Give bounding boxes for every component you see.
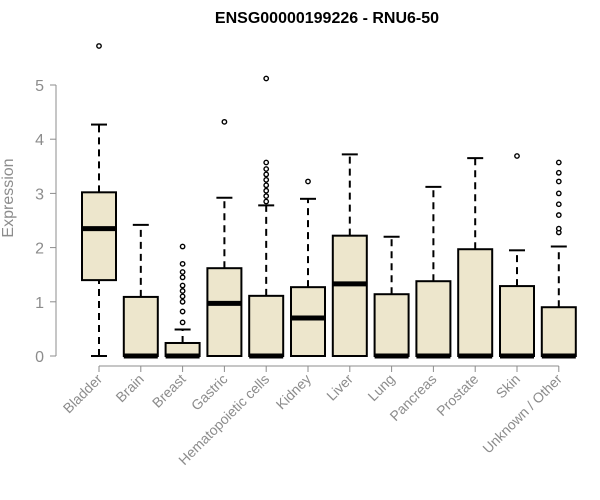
boxplot-series: [81, 43, 577, 359]
x-tick-label: Skin: [493, 371, 524, 402]
y-tick-label: 1: [35, 295, 44, 312]
y-tick-label: 4: [35, 132, 44, 149]
x-tick-label: Unknown / Other: [479, 371, 565, 457]
outlier-point: [179, 319, 186, 326]
y-axis-label: Expression: [0, 158, 17, 237]
outlier-point: [555, 190, 562, 197]
x-tick-label: Prostate: [433, 371, 481, 419]
box-body: [499, 285, 535, 357]
outlier-point: [179, 288, 186, 294]
outlier-point: [179, 282, 186, 289]
box-pancreas: [415, 185, 452, 359]
x-tick-label: Breast: [149, 371, 189, 411]
outlier-point: [263, 182, 270, 189]
outlier-point: [179, 269, 186, 275]
outlier-point: [96, 43, 102, 49]
box-gastric: [206, 118, 243, 358]
box-body: [415, 280, 452, 358]
outlier-point: [263, 198, 270, 205]
box-unknown-other: [540, 159, 577, 359]
box-body: [331, 234, 368, 357]
y-tick-label: 5: [35, 78, 44, 95]
y-tick-label: 0: [35, 349, 44, 366]
box-bladder: [81, 43, 117, 357]
y-tick-label: 3: [35, 186, 44, 203]
outlier-point: [263, 75, 270, 82]
outlier-point: [179, 274, 186, 281]
box-body: [122, 295, 159, 357]
y-tick-label: 2: [35, 241, 44, 258]
outlier-point: [555, 225, 562, 232]
box-body: [206, 267, 243, 358]
outlier-point: [263, 176, 270, 183]
outlier-point: [263, 171, 270, 178]
outlier-point: [555, 169, 562, 176]
x-tick-label: Lung: [364, 371, 397, 404]
outlier-point: [555, 212, 562, 218]
outlier-point: [179, 260, 186, 267]
outlier-point: [263, 159, 270, 166]
box-prostate: [457, 157, 494, 359]
x-tick-label: Bladder: [60, 371, 106, 417]
outlier-point: [179, 243, 186, 250]
outlier-point: [514, 153, 520, 159]
outlier-point: [263, 193, 270, 200]
outlier-point: [179, 308, 186, 315]
box-body: [540, 306, 577, 357]
chart-title: ENSG00000199226 - RNU6-50: [215, 10, 439, 27]
y-axis: 0 1 2 3 4 5: [35, 78, 57, 366]
outlier-point: [179, 298, 186, 305]
x-tick-label: Brain: [112, 371, 146, 405]
outlier-point: [221, 118, 228, 125]
x-tick-label: Kidney: [273, 371, 315, 413]
outlier-point: [263, 166, 270, 172]
box-lung: [373, 235, 410, 359]
box-liver: [331, 153, 368, 357]
box-body: [373, 293, 410, 358]
box-breast: [164, 243, 201, 359]
outlier-point: [555, 178, 562, 185]
outlier-point: [263, 187, 270, 194]
box-body: [248, 294, 285, 358]
outlier-point: [555, 201, 562, 208]
box-body: [457, 248, 494, 357]
box-skin: [499, 153, 535, 359]
outlier-point: [555, 159, 562, 166]
box-brain: [122, 223, 159, 359]
outlier-point: [179, 293, 186, 300]
outlier-point: [305, 178, 311, 185]
box-body: [81, 191, 117, 282]
box-body: [290, 286, 326, 357]
x-tick-label: Liver: [323, 371, 356, 404]
box-hematopoietic-cells: [248, 75, 285, 359]
box-kidney: [290, 178, 326, 357]
